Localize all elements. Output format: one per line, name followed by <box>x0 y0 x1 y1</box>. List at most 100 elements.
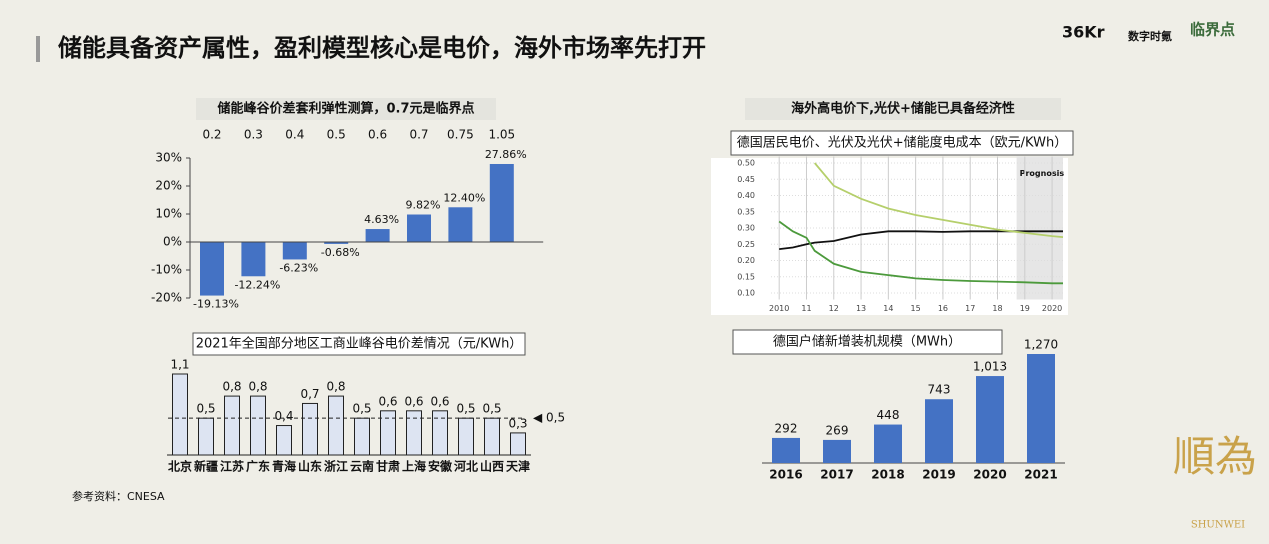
bar <box>874 424 902 463</box>
line-series <box>814 162 1064 238</box>
data-label: 0,5 <box>482 402 501 416</box>
bar <box>772 437 800 463</box>
annotation: Prognosis <box>1020 169 1065 178</box>
title-box <box>732 329 1003 355</box>
data-label: 0,4 <box>274 409 293 423</box>
title-box <box>192 332 526 356</box>
x-tick-label: 16 <box>938 304 948 313</box>
x-tick-label: 15 <box>911 304 921 313</box>
chart-title: 储能峰谷价差套利弹性测算，0.7元是临界点 <box>216 101 474 117</box>
data-label: -6.23% <box>279 261 318 274</box>
x-tick-label: 云南 <box>350 459 374 474</box>
x-tick-label: 18 <box>992 304 1002 313</box>
x-tick-label: 14 <box>883 304 893 313</box>
line-series <box>779 230 1063 250</box>
x-tick-label: 山西 <box>480 459 504 474</box>
logo: 数字时氪 <box>1128 29 1172 43</box>
bar <box>823 439 851 463</box>
y-tick-label: 0.45 <box>737 175 755 184</box>
bar <box>365 229 390 242</box>
data-label: 4.63% <box>364 213 399 226</box>
x-tick-label: 19 <box>1020 304 1030 313</box>
bar <box>198 417 214 456</box>
bar <box>925 399 953 463</box>
data-label: -0.68% <box>321 246 360 259</box>
title-box <box>196 98 496 120</box>
slide-title: 储能具备资产属性，盈利模型核心是电价，海外市场率先打开 <box>58 34 706 62</box>
x-tick-label: 2020 <box>973 468 1006 482</box>
x-tick-label: 2019 <box>922 468 955 482</box>
bar <box>172 373 188 456</box>
x-tick-label: 2010 <box>769 304 789 313</box>
title-box <box>745 98 1061 120</box>
x-tick-label: 广东 <box>246 459 270 474</box>
bar <box>354 417 370 456</box>
logo: 順為 <box>1173 432 1257 481</box>
x-tick-label: 17 <box>965 304 975 313</box>
data-label: 292 <box>775 421 798 435</box>
bar <box>380 410 396 456</box>
y-tick-label: 0.25 <box>737 240 755 249</box>
x-tick-label: 2017 <box>820 468 853 482</box>
bar <box>1027 354 1055 463</box>
title-box <box>730 130 1074 156</box>
x-tick-label: 安徽 <box>428 459 453 474</box>
logo: 临界点 <box>1190 21 1235 39</box>
bar <box>489 163 514 242</box>
chart-title: 2021年全国部分地区工商业峰谷电价差情况（元/KWh） <box>196 336 523 352</box>
data-label: 269 <box>826 423 849 437</box>
x-tick-label: 天津 <box>506 459 530 474</box>
data-label: 1,1 <box>170 358 189 372</box>
x-tick-label: 甘肃 <box>376 459 400 474</box>
bar <box>276 425 292 456</box>
data-label: -12.24% <box>234 278 280 291</box>
x-tick-label: 2020 <box>1042 304 1062 313</box>
x-tick-label: 上海 <box>402 459 426 474</box>
chart-title: 德国居民电价、光伏及光伏+储能度电成本（欧元/KWh） <box>737 135 1067 151</box>
x-tick-label: 0.5 <box>327 128 346 142</box>
data-label: 0,6 <box>378 394 397 408</box>
data-label: 0,5 <box>196 402 215 416</box>
chart-title: 德国户储新增装机规模（MWh） <box>773 334 961 350</box>
y-tick-label: 0.15 <box>737 272 755 281</box>
x-tick-label: 浙江 <box>324 459 348 474</box>
data-label: 9.82% <box>406 199 441 212</box>
y-tick-label: 30% <box>155 151 182 165</box>
x-tick-label: 0.75 <box>447 128 474 142</box>
data-label: 1,270 <box>1024 338 1058 352</box>
bar <box>241 242 266 277</box>
x-tick-label: 0.3 <box>244 128 263 142</box>
data-label: 0,7 <box>300 387 319 401</box>
data-label: 12.40% <box>443 191 485 204</box>
bar <box>324 242 349 244</box>
data-label: -19.13% <box>193 298 239 311</box>
y-tick-label: -10% <box>151 263 182 277</box>
x-tick-label: 2018 <box>871 468 904 482</box>
y-tick-label: 0% <box>163 235 182 249</box>
bar <box>250 395 266 456</box>
x-tick-label: 新疆 <box>194 459 218 474</box>
x-tick-label: 0.2 <box>202 128 221 142</box>
bar <box>484 417 500 456</box>
y-tick-label: 0.10 <box>737 289 755 298</box>
data-label: 0,3 <box>508 416 527 430</box>
x-tick-label: 1.05 <box>488 128 515 142</box>
data-label: 0,5 <box>352 402 371 416</box>
logo: SHUNWEI <box>1191 520 1245 531</box>
data-label: 0,8 <box>248 380 267 394</box>
data-label: 0,8 <box>222 380 241 394</box>
x-tick-label: 河北 <box>453 459 478 474</box>
bar <box>432 410 448 456</box>
x-tick-label: 0.6 <box>368 128 387 142</box>
data-label: 0,6 <box>430 394 449 408</box>
x-tick-label: 0.4 <box>285 128 304 142</box>
x-tick-label: 青海 <box>272 459 296 474</box>
bar <box>510 432 526 456</box>
x-tick-label: 北京 <box>168 459 192 474</box>
x-tick-label: 11 <box>801 304 811 313</box>
x-tick-label: 0.7 <box>409 128 428 142</box>
data-label: 448 <box>877 408 900 422</box>
x-tick-label: 13 <box>856 304 866 313</box>
data-label: 0,5 <box>456 402 475 416</box>
y-tick-label: 0.20 <box>737 256 755 265</box>
